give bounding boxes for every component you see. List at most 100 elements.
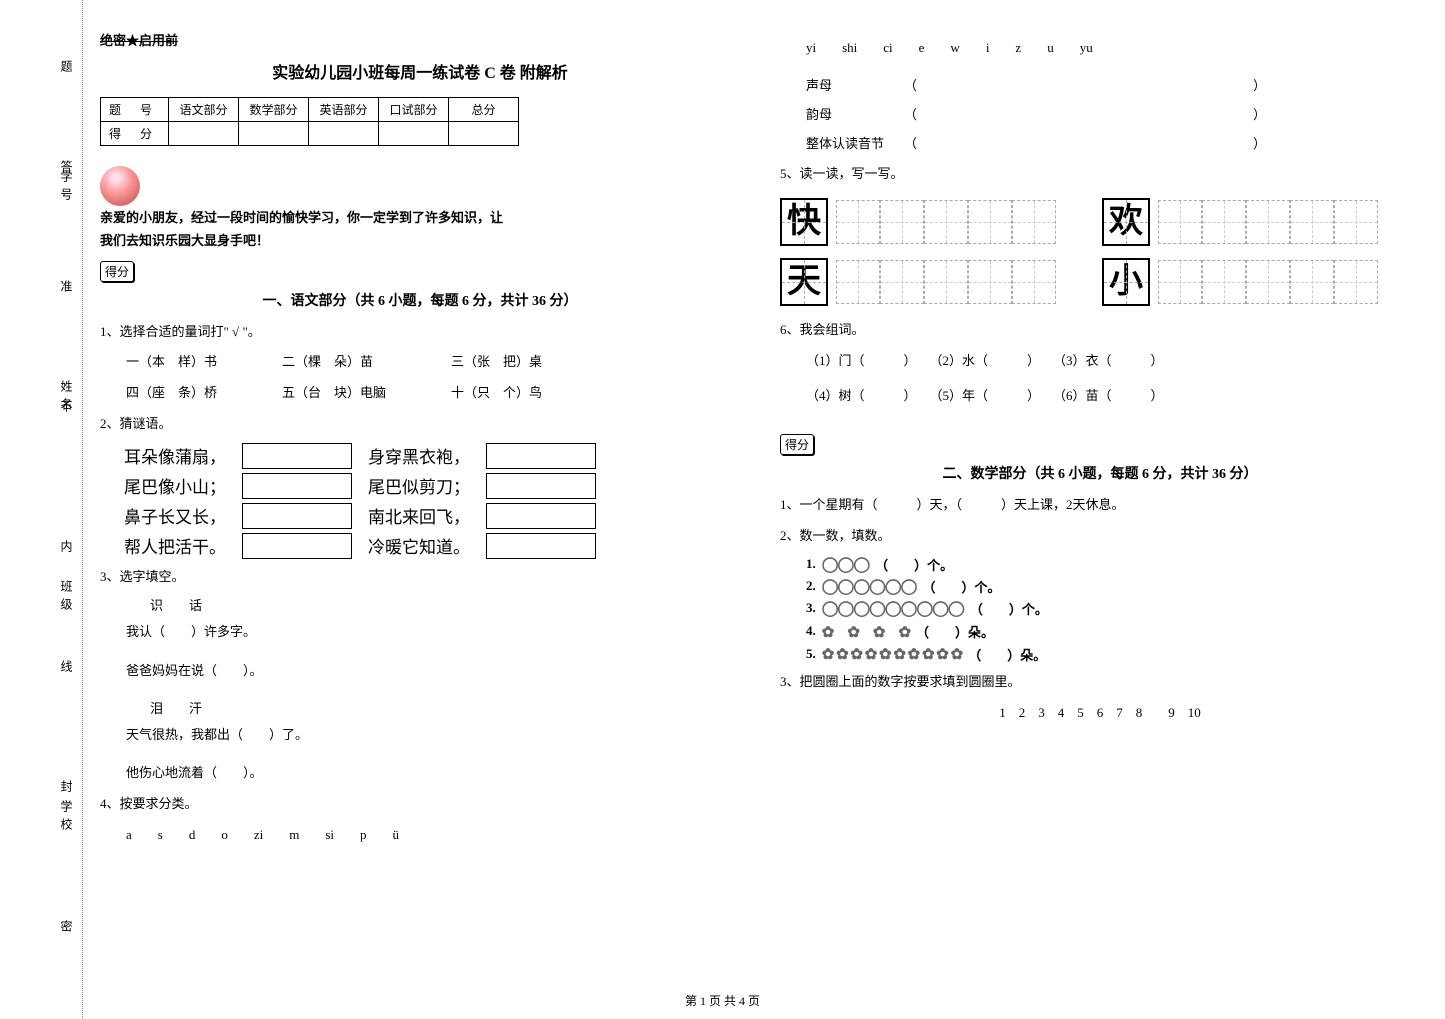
count-index: 4. (806, 623, 816, 639)
cell (309, 122, 379, 146)
answer-box (486, 473, 596, 499)
paper-title: 实验幼儿园小班每周一练试卷 C 卷 附解析 (100, 59, 740, 83)
question-item: 天气很热，我都出（ ）了。 (126, 723, 740, 748)
count-icons: ◯◯◯ (822, 555, 869, 574)
question: 5、读一读，写一写。 (780, 162, 1420, 187)
question-item: （4）树（ ） （5）年（ ） （6）苗（ ） (806, 384, 1420, 409)
grid-cell (924, 200, 968, 244)
table-row: 得 分 (101, 122, 519, 146)
binding-label: 班级 (58, 580, 75, 616)
intro: 亲爱的小朋友，经过一段时间的愉快学习，你一定学到了许多知识，让 我们去知识乐园大… (100, 166, 740, 253)
riddle-row: 耳朵像蒲扇， 身穿黑衣袍， (124, 443, 740, 469)
practice-grid (836, 200, 1056, 244)
practice-grid (1158, 200, 1378, 244)
practice-grid (836, 260, 1056, 304)
paren: （ (904, 133, 917, 152)
grid-cell (1202, 200, 1246, 244)
grid-cell (836, 260, 880, 304)
count-icons: ◯◯◯◯◯◯ (822, 577, 917, 596)
question-item: 我认（ ）许多字。 (126, 620, 740, 645)
count-icons: ◯◯◯◯◯◯◯◯◯ (822, 599, 964, 618)
grid-cell (1158, 200, 1202, 244)
page: 绝密★启用前 实验幼儿园小班每周一练试卷 C 卷 附解析 题 号 语文部分 数学… (100, 30, 1420, 853)
paren: ） (1253, 75, 1266, 94)
grid-cell (880, 200, 924, 244)
right-column: yi shi ci e w i z u yu 声母（）韵母（）整体认读音节（） … (780, 30, 1420, 853)
question: 2、猜谜语。 (100, 412, 740, 437)
grid-cell (1334, 260, 1378, 304)
question-item: （1）门（ ） （2）水（ ） （3）衣（ ） (806, 349, 1420, 374)
grid-cell (924, 260, 968, 304)
paren: ） (1253, 133, 1266, 152)
pinyin-row: 韵母 （ ） (806, 104, 1420, 123)
riddle-text: 尾巴像小山； (124, 473, 226, 498)
count-tail: （ ）朵。 (968, 645, 1046, 664)
count-icons: ✿ ✿ ✿ ✿ (822, 621, 910, 642)
question-item: 一（本 样）书 二（棵 朵）苗 三（张 把）桌 (126, 350, 740, 375)
riddle-text: 南北来回飞， (368, 503, 470, 528)
question: 3、把圆圈上面的数字按要求填到圆圈里。 (780, 670, 1420, 695)
question: 4、按要求分类。 (100, 792, 740, 817)
answer-box (242, 503, 352, 529)
riddle-text: 耳朵像蒲扇， (124, 443, 226, 468)
count-line: 4. ✿ ✿ ✿ ✿ （ ）朵。 (806, 621, 1420, 642)
count-tail: （ ）个。 (875, 555, 953, 574)
paren: ） (1253, 104, 1266, 123)
char-box: 小 (1102, 258, 1150, 306)
pinyin-row: 整体认读音节 （ ） (806, 133, 1420, 152)
count-line: 3.◯◯◯◯◯◯◯◯◯（ ）个。 (806, 599, 1420, 618)
writing-row: 快 欢 (780, 198, 1420, 246)
char-box: 欢 (1102, 198, 1150, 246)
question: 1、一个星期有（ ）天，（ ）天上课，2天休息。 (780, 493, 1420, 518)
binding-label: 准 (58, 280, 75, 298)
question-item: 他伤心地流着（ ）。 (126, 761, 740, 786)
binding-label: 姓名 (58, 380, 75, 416)
grid-cell (1202, 260, 1246, 304)
grid-cell (1246, 200, 1290, 244)
pinyin-label: 韵母 (806, 104, 896, 123)
count-tail: （ ）朵。 (916, 622, 994, 641)
number-list: 1 2 3 4 5 6 7 8 9 10 (780, 701, 1420, 726)
table-row: 题 号 语文部分 数学部分 英语部分 口试部分 总分 (101, 98, 519, 122)
option-line: 识 话 (150, 595, 740, 614)
cell (169, 122, 239, 146)
grid-cell (1246, 260, 1290, 304)
binding-dots (82, 0, 83, 1019)
count-block: 1.◯◯◯（ ）个。2.◯◯◯◯◯◯（ ）个。3.◯◯◯◯◯◯◯◯◯（ ）个。4… (780, 555, 1420, 664)
count-icons: ✿ ✿ ✿ ✿ ✿ ✿ ✿ ✿ ✿ ✿ (822, 645, 962, 664)
cell: 总分 (449, 98, 519, 122)
cell: 数学部分 (239, 98, 309, 122)
secret-level: 绝密★启用前 (100, 30, 740, 49)
grid-cell (968, 200, 1012, 244)
char-box: 天 (780, 258, 828, 306)
grid-cell (1334, 200, 1378, 244)
option-line: 泪 汗 (150, 698, 740, 717)
pinyin-label: 整体认读音节 (806, 133, 896, 152)
question: 6、我会组词。 (780, 318, 1420, 343)
grid-cell (1290, 200, 1334, 244)
count-line: 2.◯◯◯◯◯◯（ ）个。 (806, 577, 1420, 596)
count-index: 3. (806, 600, 816, 616)
answer-box (486, 443, 596, 469)
cell (449, 122, 519, 146)
binding-label: 学校 (58, 800, 75, 836)
binding-label: 学号 (58, 170, 75, 206)
binding-label: 密 (58, 920, 75, 938)
question: 1、选择合适的量词打" √ "。 (100, 320, 740, 345)
question-item: 四（座 条）桥 五（台 块）电脑 十（只 个）鸟 (126, 381, 740, 406)
paren: （ (904, 104, 917, 123)
riddle-text: 冷暖它知道。 (368, 533, 470, 558)
cell: 题 号 (101, 98, 169, 122)
riddle-text: 帮人把活干。 (124, 533, 226, 558)
cell (379, 122, 449, 146)
question-item: 爸爸妈妈在说（ ）。 (126, 659, 740, 684)
avatar-icon (100, 166, 140, 206)
score-badge: 得分 (100, 261, 134, 282)
riddle-text: 身穿黑衣袍， (368, 443, 470, 468)
count-line: 1.◯◯◯（ ）个。 (806, 555, 1420, 574)
grid-cell (836, 200, 880, 244)
riddle-row: 帮人把活干。 冷暖它知道。 (124, 533, 740, 559)
grid-cell (1158, 260, 1202, 304)
binding-label: 题 (58, 60, 75, 78)
count-tail: （ ）个。 (922, 577, 1000, 596)
